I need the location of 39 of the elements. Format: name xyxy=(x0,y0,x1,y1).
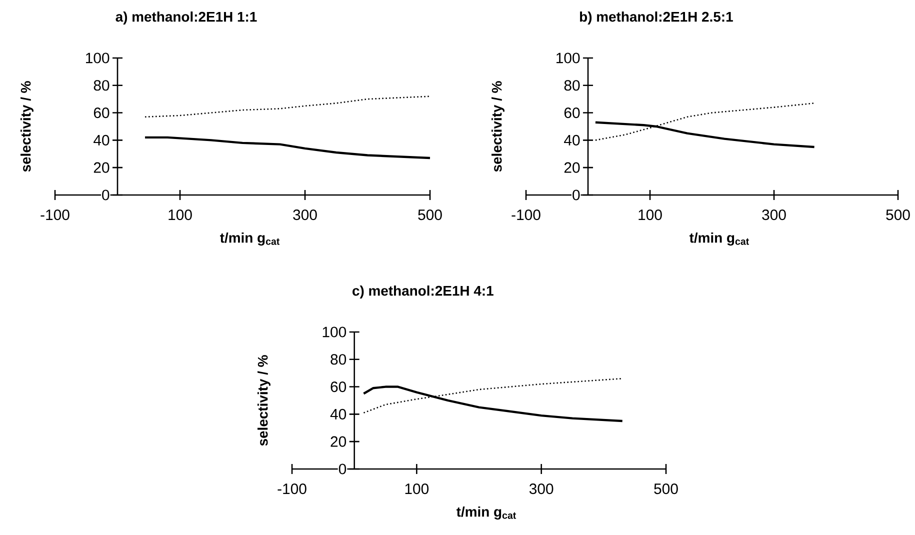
chart-title: b) methanol:2E1H 2.5:1 xyxy=(580,11,733,24)
y-tick-label: 40 xyxy=(94,134,110,146)
x-axis-title: t/min g$_{cat}$ xyxy=(456,506,516,520)
x-tick-label: 300 xyxy=(529,484,554,494)
y-tick-label: 60 xyxy=(330,381,346,392)
y-tick-label: 40 xyxy=(330,408,346,420)
chart-title: a) methanol:2E1H 1:1 xyxy=(116,11,257,24)
y-tick-label: 80 xyxy=(330,354,346,365)
y-tick-label: 0 xyxy=(572,190,580,200)
y-tick-label: 100 xyxy=(556,52,580,64)
x-tick-label: 300 xyxy=(762,210,786,220)
y-tick-label: 100 xyxy=(86,52,110,64)
x-tick-label: -100 xyxy=(40,210,70,220)
y-tick-label: 100 xyxy=(322,326,346,338)
x-tick-label: 300 xyxy=(293,210,317,220)
y-axis-title: selectivity / % xyxy=(491,81,504,172)
y-axis-title: selectivity / % xyxy=(257,355,270,446)
y-tick-label: 20 xyxy=(94,162,110,173)
x-tick-label: 500 xyxy=(418,210,442,220)
y-tick-label: 0 xyxy=(102,190,110,200)
chart-title: c) methanol:2E1H 4:1 xyxy=(352,285,494,298)
x-tick-label: 500 xyxy=(654,484,678,494)
y-tick-label: 20 xyxy=(330,436,346,447)
x-tick-label: 100 xyxy=(405,484,429,494)
y-tick-label: 60 xyxy=(564,107,580,118)
y-tick-label: 60 xyxy=(94,107,110,118)
x-axis-title: t/min g$_{cat}$ xyxy=(220,232,280,246)
x-tick-label: 100 xyxy=(638,210,662,220)
x-tick-label: 100 xyxy=(168,210,192,220)
x-tick-label: -100 xyxy=(512,210,540,220)
y-tick-label: 80 xyxy=(94,80,110,91)
y-tick-label: 40 xyxy=(564,134,580,146)
y-tick-label: 80 xyxy=(564,80,580,91)
y-axis-title: selectivity / % xyxy=(20,81,34,172)
x-tick-label: -100 xyxy=(278,484,306,494)
x-tick-label: 500 xyxy=(886,210,910,220)
y-tick-label: 20 xyxy=(564,162,580,173)
x-axis-title: t/min g$_{cat}$ xyxy=(689,232,749,246)
y-tick-label: 0 xyxy=(338,464,346,474)
